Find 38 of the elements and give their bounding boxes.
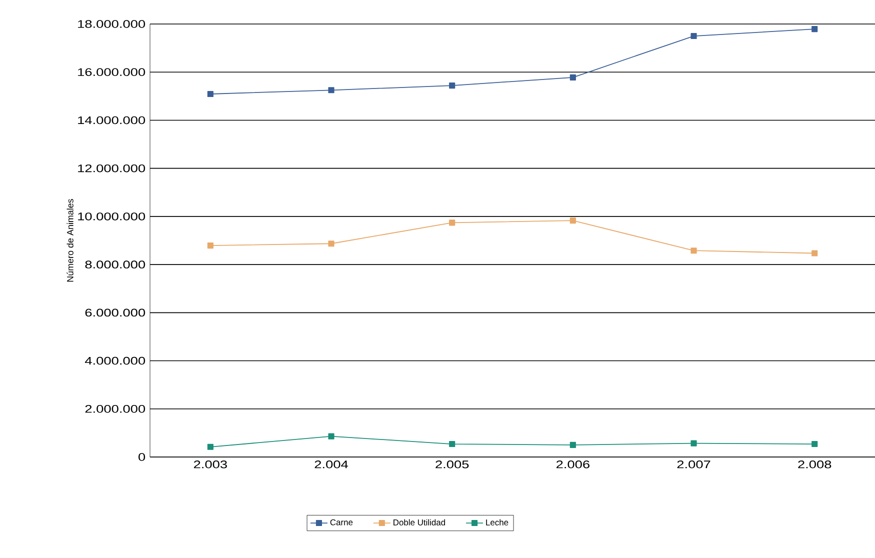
point [690,248,697,254]
point [328,433,334,440]
y-tick-label: 2.000.000 [85,405,146,413]
point [328,87,334,94]
point [207,90,214,98]
point [812,250,818,256]
x-tick-label: 2.007 [677,460,710,468]
point [449,82,456,89]
legend-label: Doble Utilidad [394,519,446,526]
x-tick-label: 2.004 [314,460,348,468]
y-tick-label: 16.000.000 [78,68,146,76]
y-tick-label: 18.000.000 [78,20,146,28]
y-tick-label: 14.000.000 [78,116,146,124]
point [570,217,576,224]
point [449,440,456,448]
point [812,440,818,448]
point [690,440,697,446]
point [690,32,697,40]
point [207,242,214,249]
y-tick-label: 6.000.000 [85,308,146,317]
x-tick-label: 2.006 [556,460,590,468]
x-tick-label: 2.005 [436,460,469,468]
point [570,442,576,448]
point [570,74,576,80]
y-tick-label: 12.000.000 [78,164,146,172]
legend-label: Leche [486,519,508,526]
y-tick-label: 4.000.000 [84,356,146,365]
x-tick-label: 2.003 [194,460,227,468]
y-tick-label: 0 [138,453,146,461]
point [812,26,818,32]
point [207,444,214,450]
y-axis-title: Número de Animales [66,198,74,282]
x-tick-label: 2.008 [798,460,832,468]
legend-label: Carne [330,519,353,526]
y-tick-label: 10.000.000 [78,212,146,220]
point [449,220,456,226]
point [328,240,334,247]
y-tick-label: 8.000.000 [85,260,146,268]
